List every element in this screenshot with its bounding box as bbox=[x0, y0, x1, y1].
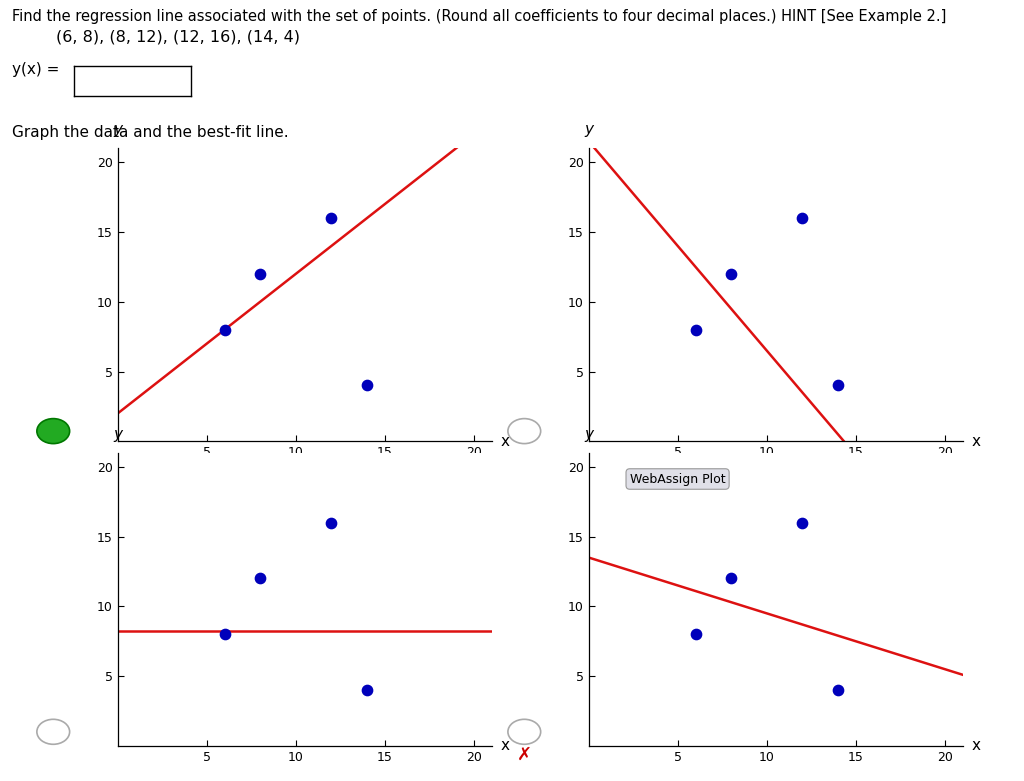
Point bbox=[829, 684, 846, 697]
Text: y: y bbox=[114, 427, 122, 442]
Point bbox=[358, 380, 375, 392]
Text: x: x bbox=[501, 738, 509, 754]
Point bbox=[252, 268, 268, 280]
Text: Find the regression line associated with the set of points. (Round all coefficie: Find the regression line associated with… bbox=[12, 9, 946, 24]
Point bbox=[723, 268, 739, 280]
Text: y: y bbox=[114, 123, 122, 137]
Point bbox=[252, 572, 268, 585]
Point bbox=[723, 572, 739, 585]
Text: y(x) =: y(x) = bbox=[12, 62, 59, 77]
Point bbox=[687, 628, 703, 640]
Text: y: y bbox=[585, 123, 593, 137]
Text: y: y bbox=[585, 427, 593, 442]
Point bbox=[829, 380, 846, 392]
Text: WebAssign Plot: WebAssign Plot bbox=[630, 473, 725, 486]
Text: (6, 8), (8, 12), (12, 16), (14, 4): (6, 8), (8, 12), (12, 16), (14, 4) bbox=[56, 30, 300, 45]
Text: x: x bbox=[501, 433, 509, 449]
Point bbox=[216, 628, 232, 640]
Point bbox=[216, 323, 232, 336]
Point bbox=[358, 684, 375, 697]
Text: x: x bbox=[972, 738, 980, 754]
Point bbox=[795, 212, 811, 224]
Text: x: x bbox=[972, 433, 980, 449]
Point bbox=[324, 516, 340, 529]
Point bbox=[324, 212, 340, 224]
Point bbox=[795, 516, 811, 529]
Text: Graph the data and the best-fit line.: Graph the data and the best-fit line. bbox=[12, 125, 289, 140]
Point bbox=[687, 323, 703, 336]
Text: ✗: ✗ bbox=[517, 746, 531, 765]
